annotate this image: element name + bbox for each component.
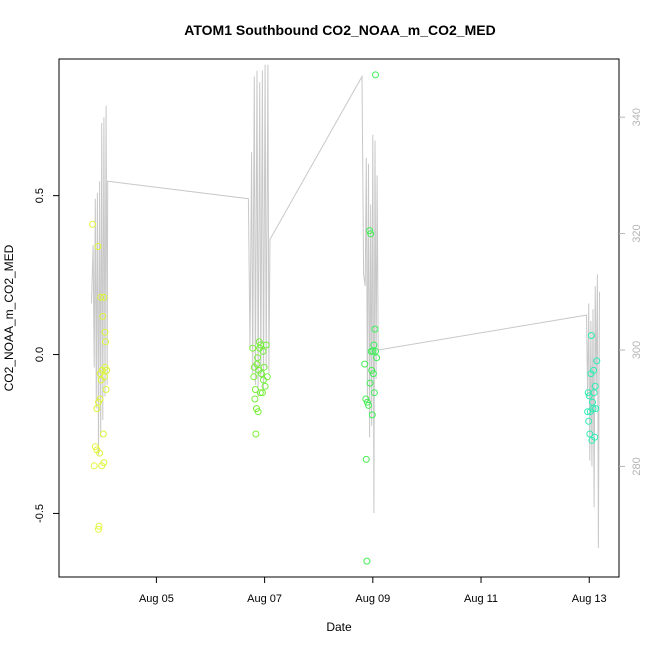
data-point (101, 328, 109, 336)
y-axis-right: 280 300 320 340 (619, 108, 643, 476)
data-point (262, 341, 270, 349)
data-point (103, 366, 111, 374)
data-point (90, 462, 98, 470)
data-point (370, 389, 378, 397)
data-point (366, 379, 374, 387)
co2-line (91, 64, 600, 548)
y2-tick-label: 320 (631, 224, 643, 242)
data-point (99, 312, 107, 320)
data-point (102, 386, 110, 393)
data-point (373, 354, 381, 362)
data-point (251, 386, 259, 393)
data-point (257, 370, 265, 378)
data-point (585, 392, 593, 400)
plot-area-border (58, 58, 620, 578)
y2-tick-label: 280 (631, 457, 643, 475)
data-point (96, 449, 104, 457)
x-tick-label: Aug 07 (247, 593, 282, 605)
y2-tick-label: 340 (631, 108, 643, 126)
data-point (102, 338, 109, 346)
data-point (254, 408, 262, 416)
data-point (250, 373, 258, 381)
data-point (585, 417, 593, 425)
data-point (100, 373, 108, 381)
data-point (254, 354, 262, 362)
x-axis: Aug 05 Aug 07 Aug 09 Aug 11 Aug 13 (139, 577, 607, 605)
data-point (256, 389, 264, 397)
x-tick-label: Aug 13 (572, 593, 607, 605)
co2-line-series (91, 64, 600, 548)
y-tick-label: 0.0 (34, 347, 46, 362)
data-point (257, 341, 265, 349)
data-point (370, 341, 378, 349)
y2-tick-label: 300 (631, 341, 643, 359)
data-point (263, 373, 271, 381)
data-point (100, 293, 108, 301)
data-point (586, 430, 594, 438)
y-tick-label: 0.5 (34, 188, 46, 203)
data-point (258, 389, 266, 397)
data-point (259, 347, 267, 355)
data-point (97, 293, 105, 301)
data-point (366, 227, 374, 235)
data-point (593, 357, 601, 365)
data-point (94, 243, 102, 250)
data-point (591, 382, 599, 390)
x-tick-label: Aug 11 (464, 593, 498, 605)
data-point (367, 230, 375, 238)
data-point (252, 430, 260, 438)
data-point (249, 344, 257, 352)
data-point (89, 220, 96, 228)
data-point (371, 325, 379, 333)
data-point (260, 363, 268, 371)
y-tick-label: -0.5 (34, 504, 46, 523)
data-point (363, 557, 371, 565)
x-axis-label: Date (326, 620, 352, 634)
data-point (365, 401, 372, 409)
data-point (95, 525, 102, 533)
co2-point-series (89, 71, 601, 565)
data-point (591, 433, 599, 441)
y-axis-left: -0.5 0.0 0.5 (34, 188, 59, 523)
data-point (100, 459, 108, 467)
data-point (592, 405, 600, 413)
data-point (95, 522, 103, 530)
data-point (368, 411, 376, 419)
data-point (261, 382, 269, 390)
data-point (362, 455, 370, 463)
data-point (251, 395, 259, 403)
data-point (361, 360, 369, 368)
x-tick-label: Aug 09 (355, 593, 390, 605)
x-tick-label: Aug 05 (139, 593, 174, 605)
chart-title: ATOM1 Southbound CO2_NOAA_m_CO2_MED (184, 22, 495, 38)
data-point (93, 405, 101, 413)
data-point (590, 389, 598, 397)
data-point (590, 366, 598, 374)
data-point (96, 395, 104, 403)
data-point (369, 370, 377, 378)
data-point (372, 71, 379, 79)
data-point (99, 430, 107, 438)
data-point (589, 405, 597, 413)
y-axis-label: CO2_NOAA_m_CO2_MED (2, 244, 16, 391)
data-point (587, 332, 595, 339)
data-point (363, 398, 371, 406)
data-point (584, 408, 592, 416)
data-point (369, 347, 377, 355)
